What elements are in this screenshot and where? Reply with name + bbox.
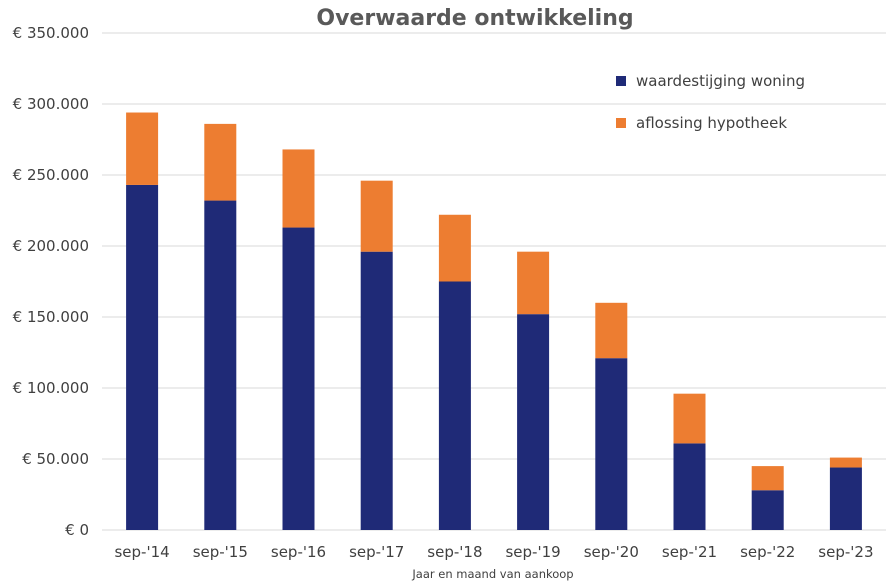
x-axis-ticks: sep-'14 sep-'15 sep-'16 sep-'17 sep-'18 sep-'… xyxy=(114,543,873,561)
bar-aflossing xyxy=(438,214,471,282)
bar-waardestijging xyxy=(438,281,471,530)
y-tick-label: € 300.000 xyxy=(13,95,89,113)
y-tick-label: € 350.000 xyxy=(13,24,89,42)
x-tick-label: sep-'17 xyxy=(349,543,404,561)
bar-aflossing xyxy=(282,149,315,228)
bar-aflossing xyxy=(204,123,237,201)
bars xyxy=(126,112,862,531)
x-tick-label: sep-'23 xyxy=(818,543,873,561)
chart-title: Overwaarde ontwikkeling xyxy=(316,6,633,31)
bar-aflossing xyxy=(829,457,862,468)
y-tick-label: € 200.000 xyxy=(13,237,89,255)
legend: waardestijging woning aflossing hypotheek xyxy=(616,72,805,132)
x-tick-label: sep-'15 xyxy=(193,543,248,561)
legend-swatch xyxy=(616,118,626,128)
y-tick-label: € 0 xyxy=(65,521,89,539)
x-tick-label: sep-'22 xyxy=(740,543,795,561)
y-tick-label: € 50.000 xyxy=(22,450,89,468)
y-tick-label: € 150.000 xyxy=(13,308,89,326)
legend-swatch xyxy=(616,76,626,86)
bar-waardestijging xyxy=(126,184,159,530)
bar-waardestijging xyxy=(595,358,628,530)
bar-aflossing xyxy=(126,112,159,185)
y-axis-ticks: € 0 € 50.000 € 100.000 € 150.000 € 200.000 € … xyxy=(13,24,89,539)
legend-label: waardestijging woning xyxy=(636,72,805,90)
bar-waardestijging xyxy=(673,443,706,530)
bar-aflossing xyxy=(673,393,706,444)
bar-aflossing xyxy=(595,302,628,359)
bar-aflossing xyxy=(360,180,393,252)
bar-waardestijging xyxy=(517,314,550,530)
y-tick-label: € 250.000 xyxy=(13,166,89,184)
bar-waardestijging xyxy=(204,200,237,530)
x-tick-label: sep-'16 xyxy=(271,543,326,561)
bar-waardestijging xyxy=(360,251,393,530)
x-tick-label: sep-'21 xyxy=(662,543,717,561)
bar-waardestijging xyxy=(751,490,784,530)
legend-label: aflossing hypotheek xyxy=(636,114,787,132)
x-tick-label: sep-'18 xyxy=(427,543,482,561)
y-tick-label: € 100.000 xyxy=(13,379,89,397)
bar-aflossing xyxy=(517,251,550,315)
x-axis-title: Jaar en maand van aankoop xyxy=(411,567,573,581)
x-tick-label: sep-'14 xyxy=(114,543,169,561)
bar-aflossing xyxy=(751,466,784,491)
bar-waardestijging xyxy=(829,467,862,530)
bar-waardestijging xyxy=(282,227,315,531)
x-tick-label: sep-'19 xyxy=(505,543,560,561)
x-tick-label: sep-'20 xyxy=(584,543,639,561)
